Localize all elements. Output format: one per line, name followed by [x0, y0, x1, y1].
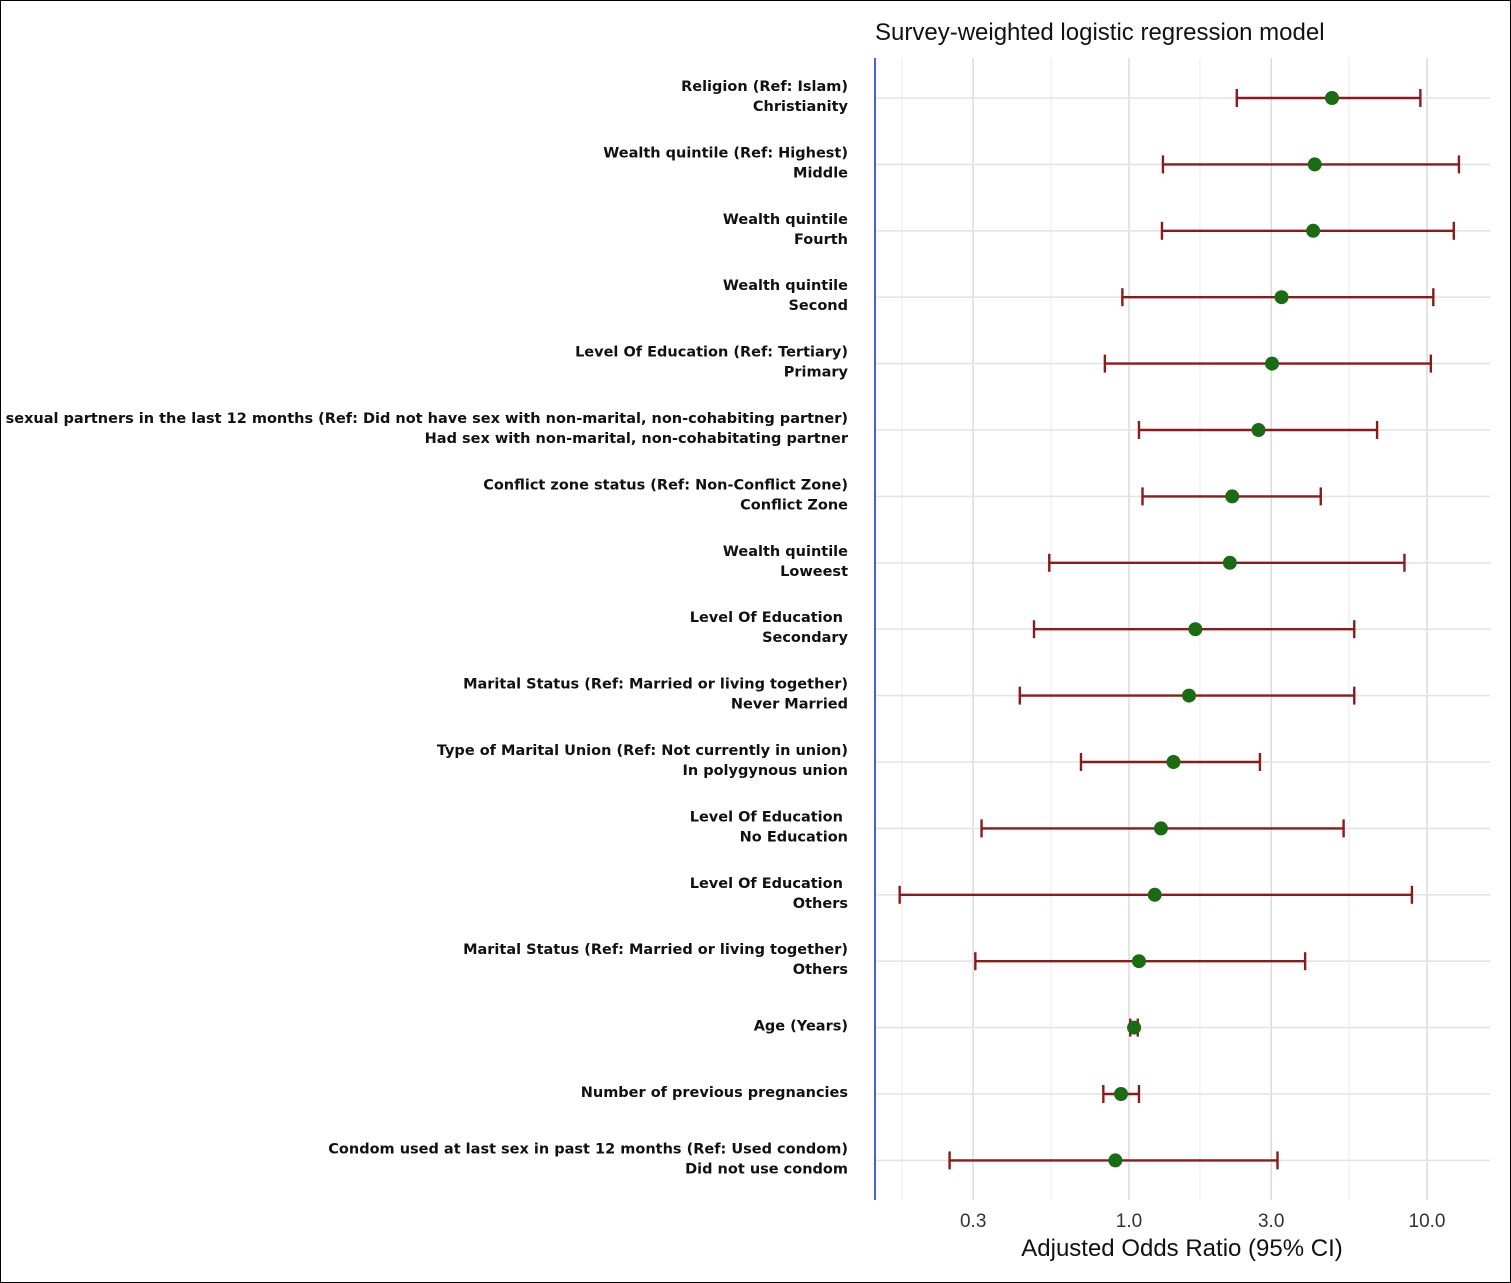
x-tick-label: 0.3 — [960, 1211, 986, 1232]
row-label: Level Of Education (Ref: Tertiary) Primar… — [575, 345, 848, 381]
point-estimate — [1153, 821, 1168, 836]
point-estimate — [1182, 688, 1197, 703]
point-estimates — [1108, 91, 1340, 1168]
row-label: Marital Status (Ref: Married or living t… — [463, 942, 848, 978]
point-estimate — [1131, 954, 1146, 969]
x-tick-label: 3.0 — [1258, 1211, 1284, 1232]
point-estimate — [1108, 1153, 1123, 1168]
point-estimate — [1188, 622, 1203, 637]
point-estimate — [1306, 223, 1321, 238]
point-estimate — [1251, 423, 1266, 437]
row-label: Level Of Education Others — [690, 876, 848, 912]
point-estimate — [1325, 91, 1340, 105]
point-estimate — [1307, 157, 1322, 172]
row-label: Number of sexual partners in the last 12… — [0, 411, 849, 447]
row-label: Wealth quintile Loweest — [723, 544, 848, 580]
x-tick-label: 10.0 — [1409, 1211, 1446, 1232]
x-tick-label: 1.0 — [1116, 1211, 1142, 1232]
x-tick-labels: 0.3 1.0 3.0 10.0 — [960, 1211, 1446, 1232]
row-label: Level Of Education Secondary — [690, 610, 849, 646]
point-estimate — [1225, 489, 1240, 504]
row-label: Wealth quintile Fourth — [723, 212, 848, 248]
row-label: Wealth quintile (Ref: Highest) Middle — [603, 145, 848, 181]
row-label: Religion (Ref: Islam) Christianity — [681, 79, 848, 115]
row-label: Level Of Education No Education — [690, 809, 848, 845]
point-estimate — [1274, 290, 1289, 305]
row-label: Number of previous pregnancies — [581, 1085, 848, 1101]
point-estimate — [1127, 1020, 1142, 1035]
row-label: Type of Marital Union (Ref: Not currentl… — [437, 743, 848, 779]
point-estimate — [1147, 887, 1162, 902]
confidence-intervals — [898, 89, 1461, 1170]
chart-title: Survey-weighted logistic regression mode… — [875, 19, 1325, 46]
row-label: Conflict zone status (Ref: Non-Conflict … — [483, 477, 848, 513]
row-label: Marital Status (Ref: Married or living t… — [463, 677, 848, 713]
row-label: Wealth quintile Second — [723, 278, 848, 314]
x-axis-title: Adjusted Odds Ratio (95% CI) — [1021, 1235, 1342, 1262]
row-labels: Religion (Ref: Islam) Christianity Wealth … — [0, 79, 849, 1177]
point-estimate — [1222, 555, 1237, 570]
row-label: Condom used at last sex in past 12 month… — [328, 1141, 848, 1177]
row-label: Age (Years) — [754, 1019, 848, 1035]
point-estimate — [1113, 1087, 1128, 1101]
point-estimate — [1265, 356, 1280, 371]
point-estimate — [1166, 755, 1181, 769]
